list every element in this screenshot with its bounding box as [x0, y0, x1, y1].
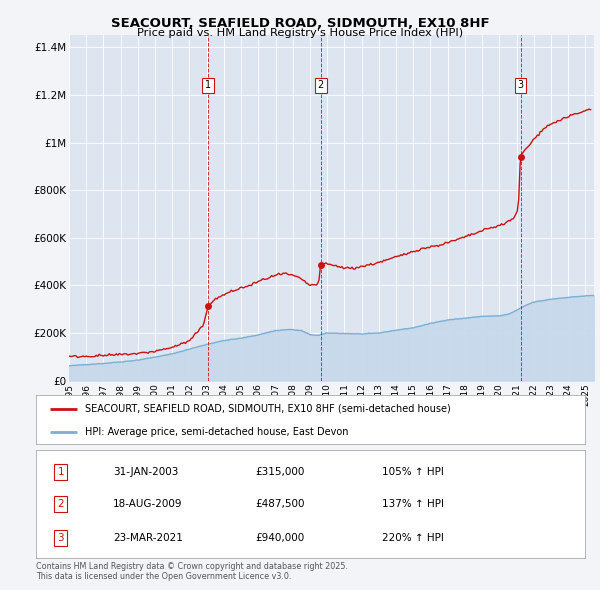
- Text: 2: 2: [58, 499, 64, 509]
- Text: 31-JAN-2003: 31-JAN-2003: [113, 467, 178, 477]
- Text: Contains HM Land Registry data © Crown copyright and database right 2025.: Contains HM Land Registry data © Crown c…: [36, 562, 348, 571]
- Text: 137% ↑ HPI: 137% ↑ HPI: [382, 499, 444, 509]
- Text: This data is licensed under the Open Government Licence v3.0.: This data is licensed under the Open Gov…: [36, 572, 292, 581]
- Text: 23-MAR-2021: 23-MAR-2021: [113, 533, 183, 543]
- Text: 2: 2: [318, 80, 324, 90]
- Text: £487,500: £487,500: [256, 499, 305, 509]
- Text: 3: 3: [58, 533, 64, 543]
- Text: 3: 3: [517, 80, 524, 90]
- Text: 18-AUG-2009: 18-AUG-2009: [113, 499, 182, 509]
- Text: Price paid vs. HM Land Registry's House Price Index (HPI): Price paid vs. HM Land Registry's House …: [137, 28, 463, 38]
- Text: HPI: Average price, semi-detached house, East Devon: HPI: Average price, semi-detached house,…: [85, 427, 349, 437]
- Text: 105% ↑ HPI: 105% ↑ HPI: [382, 467, 444, 477]
- Text: £315,000: £315,000: [256, 467, 305, 477]
- Text: £940,000: £940,000: [256, 533, 305, 543]
- Text: SEACOURT, SEAFIELD ROAD, SIDMOUTH, EX10 8HF: SEACOURT, SEAFIELD ROAD, SIDMOUTH, EX10 …: [110, 17, 490, 30]
- Text: 1: 1: [58, 467, 64, 477]
- Text: 1: 1: [205, 80, 211, 90]
- Text: SEACOURT, SEAFIELD ROAD, SIDMOUTH, EX10 8HF (semi-detached house): SEACOURT, SEAFIELD ROAD, SIDMOUTH, EX10 …: [85, 404, 451, 414]
- Text: 220% ↑ HPI: 220% ↑ HPI: [382, 533, 444, 543]
